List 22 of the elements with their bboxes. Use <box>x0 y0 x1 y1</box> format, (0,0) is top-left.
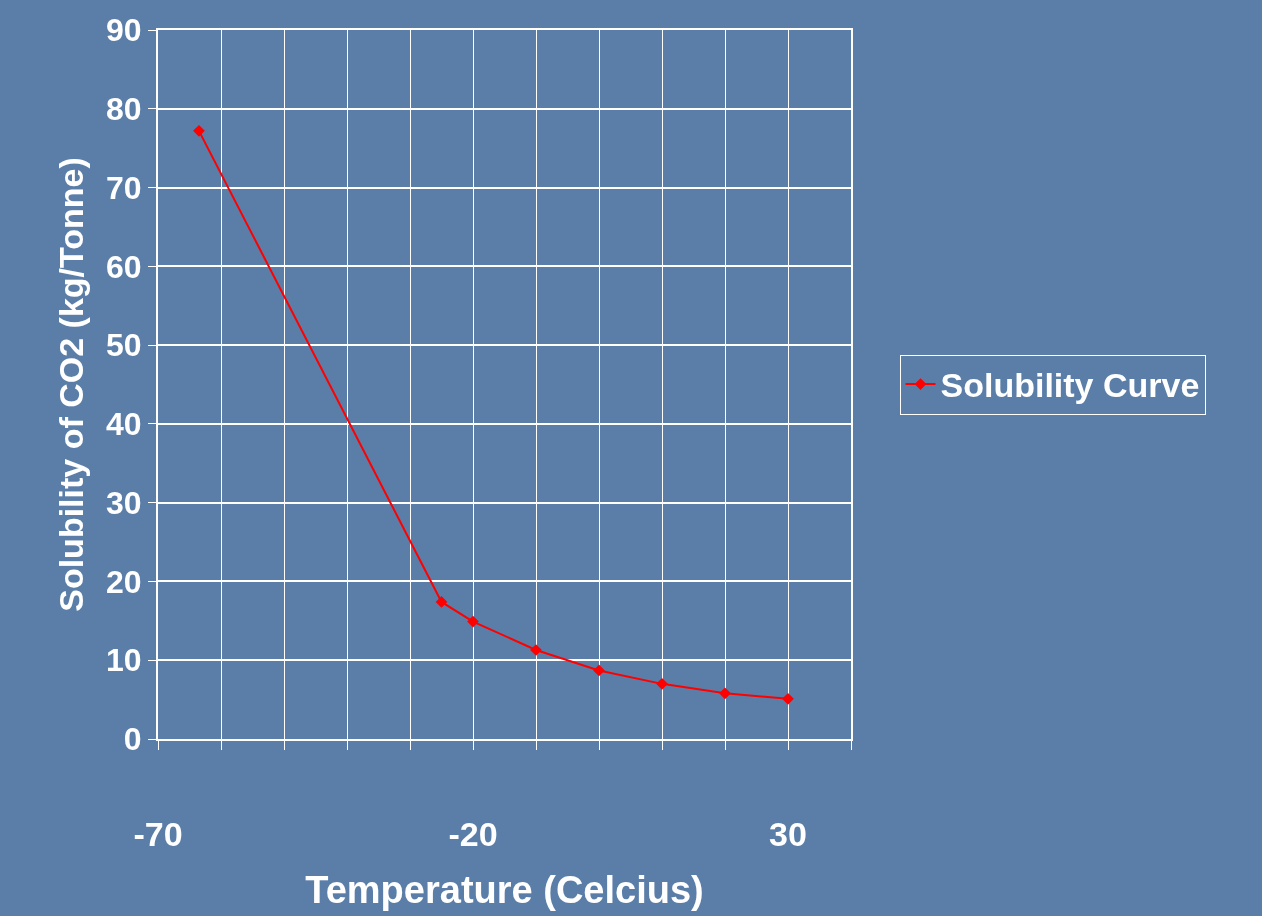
y-tick-label: 80 <box>106 90 142 127</box>
point <box>782 692 794 705</box>
y-tick-label: 30 <box>106 484 142 521</box>
y-tick-label: 0 <box>123 721 142 758</box>
y-tick-label: 70 <box>106 169 142 206</box>
x-tick-label: -70 <box>133 814 183 853</box>
y-tick-label: 40 <box>106 406 142 443</box>
y-tick-label: 50 <box>106 327 142 364</box>
x-axis-title: Temperature (Celcius) <box>305 869 704 912</box>
legend-label: Solubility Curve <box>940 366 1200 405</box>
point <box>593 664 605 677</box>
point <box>435 596 448 608</box>
y-tick-label: 60 <box>106 248 142 285</box>
x-tick-label: -20 <box>448 814 498 853</box>
point <box>467 615 479 628</box>
point <box>719 687 731 700</box>
y-tick-label: 20 <box>106 563 142 600</box>
y-tick-label: 10 <box>106 642 142 679</box>
x-tick-label: 30 <box>769 814 807 853</box>
y-axis-title: Solubility of CO2 (kg/Tonne) <box>52 157 91 612</box>
y-tick-label: 90 <box>106 12 142 49</box>
point <box>193 124 205 137</box>
